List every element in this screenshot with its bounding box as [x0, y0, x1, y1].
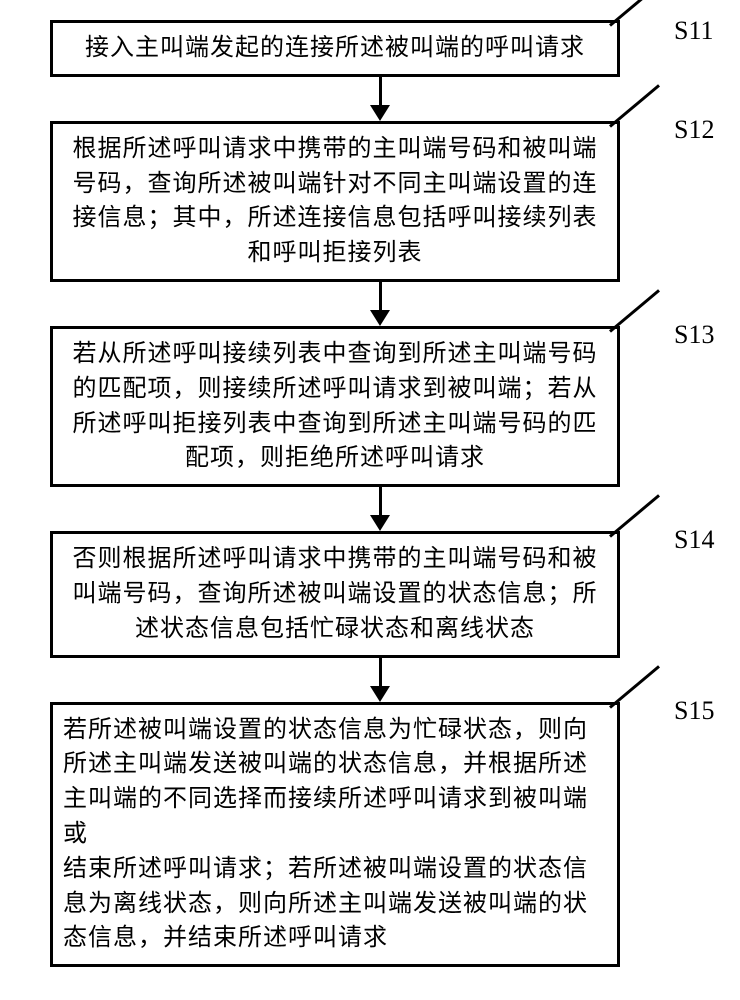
- arrow-head-icon: [370, 105, 390, 121]
- arrow-line: [379, 487, 382, 515]
- flow-arrow: [95, 282, 665, 326]
- flowchart-container: 接入主叫端发起的连接所述被叫端的呼叫请求S11 根据所述呼叫请求中携带的主叫端号码…: [30, 20, 710, 967]
- step-label: S12: [674, 115, 714, 145]
- arrow-head-icon: [370, 515, 390, 531]
- flow-step-box: 若所述被叫端设置的状态信息为忙碌状态，则向所述主叫端发送被叫端的状态信息，并根据…: [50, 702, 620, 968]
- flow-step-row: 根据所述呼叫请求中携带的主叫端号码和被叫端号码，查询所述被叫端针对不同主叫端设置…: [30, 121, 710, 282]
- flow-step-box: 若从所述呼叫接续列表中查询到所述主叫端号码的匹配项，则接续所述呼叫请求到被叫端；…: [50, 326, 620, 487]
- step-label: S14: [674, 525, 714, 555]
- flow-step-box: 根据所述呼叫请求中携带的主叫端号码和被叫端号码，查询所述被叫端针对不同主叫端设置…: [50, 121, 620, 282]
- flow-arrow: [95, 77, 665, 121]
- arrow-head-icon: [370, 686, 390, 702]
- flow-step-row: 接入主叫端发起的连接所述被叫端的呼叫请求S11: [30, 20, 710, 77]
- flow-step-row: 若从所述呼叫接续列表中查询到所述主叫端号码的匹配项，则接续所述呼叫请求到被叫端；…: [30, 326, 710, 487]
- flow-step-box: 接入主叫端发起的连接所述被叫端的呼叫请求: [50, 20, 620, 77]
- flow-step-row: 若所述被叫端设置的状态信息为忙碌状态，则向所述主叫端发送被叫端的状态信息，并根据…: [30, 702, 710, 968]
- step-label: S15: [674, 696, 714, 726]
- flow-arrow: [95, 658, 665, 702]
- arrow-head-icon: [370, 310, 390, 326]
- step-label: S13: [674, 320, 714, 350]
- flow-step-box: 否则根据所述呼叫请求中携带的主叫端号码和被叫端号码，查询所述被叫端设置的状态信息…: [50, 531, 620, 657]
- flow-step-row: 否则根据所述呼叫请求中携带的主叫端号码和被叫端号码，查询所述被叫端设置的状态信息…: [30, 531, 710, 657]
- arrow-line: [379, 77, 382, 105]
- step-label: S11: [674, 16, 714, 46]
- flow-arrow: [95, 487, 665, 531]
- arrow-line: [379, 658, 382, 686]
- arrow-line: [379, 282, 382, 310]
